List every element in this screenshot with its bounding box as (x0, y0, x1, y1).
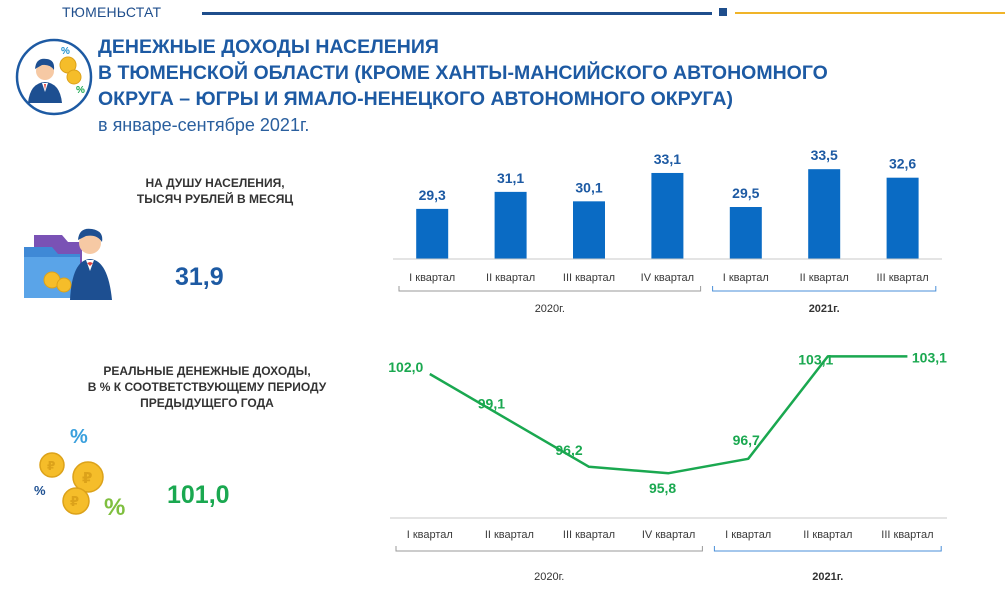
svg-text:%: % (34, 483, 46, 498)
page-subtitle: в январе-сентябре 2021г. (98, 115, 310, 135)
header-rule-blue (202, 12, 712, 15)
bar-chart-group-bracket (712, 286, 937, 292)
per-capita-label-line-2: ТЫСЯЧ РУБЛЕЙ В МЕСЯЦ (136, 192, 294, 206)
page-title-line-2: В ТЮМЕНСКОЙ ОБЛАСТИ (КРОМЕ ХАНТЫ-МАНСИЙС… (98, 62, 828, 84)
per-capita-label: НА ДУШУ НАСЕЛЕНИЯ, ТЫСЯЧ РУБЛЕЙ В МЕСЯЦ (90, 175, 340, 207)
line-chart-group-label: 2021г. (812, 571, 843, 583)
line-chart-tick-label: II квартал (485, 529, 534, 541)
svg-text:₽: ₽ (82, 470, 92, 487)
bar (494, 191, 527, 259)
bar (573, 201, 605, 259)
page-title-line-3: ОКРУГА – ЮГРЫ И ЯМАЛО-НЕНЕЦКОГО АВТОНОМН… (98, 88, 733, 110)
bar-chart-tick-label: II квартал (800, 272, 849, 284)
per-capita-label-line-1: НА ДУШУ НАСЕЛЕНИЯ, (145, 176, 285, 190)
bar-chart-tick-label: IV квартал (641, 272, 694, 284)
folder-businessman-icon (24, 228, 112, 300)
coins-percent-icon: % % % ₽ ₽ ₽ (34, 426, 125, 520)
real-income-label-line-3: ПРЕДЫДУЩЕГО ГОДА (140, 396, 274, 410)
line-value-label: 95,8 (649, 480, 676, 496)
real-income-label-line-1: РЕАЛЬНЫЕ ДЕНЕЖНЫЕ ДОХОДЫ, (103, 364, 311, 378)
bar (808, 169, 841, 259)
header-rule-gold (735, 12, 1005, 14)
line-value-label: 99,1 (478, 395, 505, 411)
line-value-label: 103,1 (798, 351, 833, 367)
line-chart-group-bracket (395, 546, 703, 552)
svg-text:₽: ₽ (70, 494, 79, 509)
line-chart-tick-label: IV квартал (642, 529, 695, 541)
bar-chart-tick-label: I квартал (723, 272, 769, 284)
bar-value-label: 31,1 (497, 170, 524, 186)
line-chart-tick-label: III квартал (881, 529, 933, 541)
bar-chart-group-bracket (398, 286, 702, 292)
svg-text:%: % (104, 494, 125, 520)
line-value-label: 102,0 (388, 359, 423, 375)
bar-value-label: 32,6 (889, 156, 916, 172)
header-rule-square (719, 8, 727, 16)
bar (416, 208, 449, 259)
line-value-label: 96,2 (555, 442, 582, 458)
line-chart-tick-label: I квартал (725, 529, 771, 541)
real-income-value: 101,0 (167, 481, 230, 509)
line-chart-tick-label: I квартал (407, 529, 453, 541)
bar-value-label: 29,3 (419, 187, 446, 203)
line-chart-group-label: 2020г. (534, 571, 564, 583)
line-value-label: 96,7 (733, 432, 760, 448)
bar-value-label: 33,1 (654, 151, 681, 167)
bar-value-label: 29,5 (732, 185, 759, 201)
page-title-line-1: ДЕНЕЖНЫЕ ДОХОДЫ НАСЕЛЕНИЯ (98, 36, 439, 58)
bar-chart-tick-label: III квартал (876, 272, 928, 284)
svg-text:%: % (70, 426, 88, 448)
bar (729, 207, 762, 259)
real-income-label: РЕАЛЬНЫЕ ДЕНЕЖНЫЕ ДОХОДЫ, В % К СООТВЕТС… (62, 363, 352, 411)
per-capita-value: 31,9 (175, 263, 224, 291)
bar-chart-tick-label: III квартал (563, 272, 615, 284)
line-value-label: 103,1 (912, 349, 947, 365)
svg-text:₽: ₽ (47, 459, 55, 473)
bar-chart-group-label: 2020г. (535, 303, 565, 315)
svg-text:%: % (76, 85, 85, 96)
bar (651, 172, 684, 259)
bar (886, 177, 919, 259)
line-chart-group-bracket (713, 546, 942, 552)
agency-name: ТЮМЕНЬСТАТ (62, 4, 162, 20)
line-chart-tick-label: III квартал (563, 529, 615, 541)
businessman-coins-icon: % % (15, 38, 93, 116)
bar-chart-tick-label: I квартал (409, 272, 455, 284)
svg-text:%: % (61, 46, 70, 57)
line-chart-tick-label: II квартал (803, 529, 852, 541)
bar-chart-tick-label: II квартал (486, 272, 535, 284)
bar-value-label: 30,1 (575, 179, 602, 195)
bar-value-label: 33,5 (811, 147, 838, 163)
real-income-label-line-2: В % К СООТВЕТСТВУЮЩЕМУ ПЕРИОДУ (87, 380, 327, 394)
line-series (429, 355, 908, 475)
bar-chart-group-label: 2021г. (809, 303, 840, 315)
